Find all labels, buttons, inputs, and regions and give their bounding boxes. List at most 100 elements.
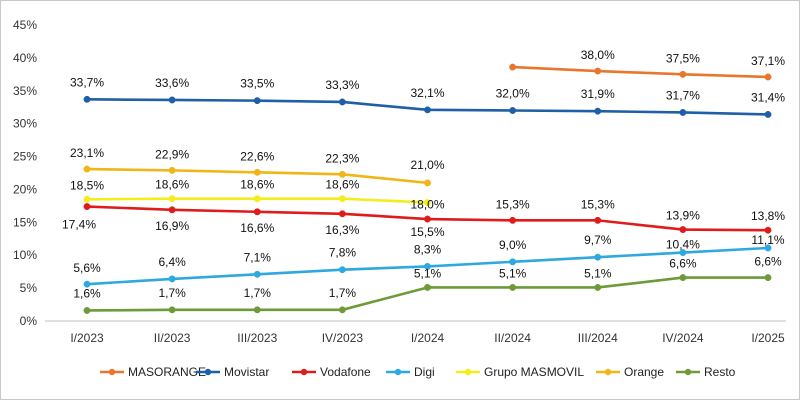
x-tick-label: IV/2023 <box>322 331 364 345</box>
data-point-resto <box>594 284 602 291</box>
x-tick-label: II/2023 <box>154 331 191 345</box>
legend-swatch-marker <box>204 368 212 376</box>
x-axis-ticks: I/2023 II/2023 III/2023 IV/2023 I/2024 II/202… <box>70 331 785 345</box>
data-point-movistar <box>338 98 346 106</box>
x-tick-label: I/2025 <box>751 331 785 345</box>
y-tick-label: 40% <box>13 51 37 65</box>
legend-label: Grupo MASMOVIL <box>484 365 584 379</box>
data-label-vodafone: 16,9% <box>155 219 189 233</box>
data-label-resto: 5,1% <box>584 266 612 280</box>
y-tick-label: 15% <box>13 215 37 229</box>
data-label-orange: 21,0% <box>410 158 444 172</box>
data-point-masorange <box>679 70 687 78</box>
y-tick-label: 20% <box>13 182 37 196</box>
series-grupo-masmovil <box>83 195 431 207</box>
data-label-digi: 6,4% <box>158 255 186 269</box>
data-label-vodafone: 13,9% <box>666 209 700 223</box>
y-tick-label: 10% <box>13 248 37 262</box>
legend-item-masorange: MASORANGE <box>100 365 206 379</box>
legend-item-orange: Orange <box>596 365 664 379</box>
data-point-vodafone <box>168 206 176 214</box>
data-label-masorange: 37,1% <box>751 54 785 68</box>
data-label-movistar: 31,9% <box>581 87 615 101</box>
legend: MASORANGE Movistar Vodafone Digi Grupo MASMO… <box>100 365 736 379</box>
x-tick-label: III/2024 <box>578 331 618 345</box>
data-point-vodafone <box>679 226 687 234</box>
data-label-resto: 6,6% <box>754 255 782 269</box>
x-tick-label: I/2024 <box>411 331 445 345</box>
data-point-resto <box>764 274 772 282</box>
series-orange <box>83 165 431 187</box>
data-label-movistar: 32,0% <box>496 87 530 101</box>
legend-label: Resto <box>704 365 736 379</box>
data-label-grupo-masmovil: 18,0% <box>410 198 444 212</box>
y-axis-ticks: 0% 5% 10% 15% 20% 25% 30% 35% 40% 45% <box>13 18 37 328</box>
data-label-movistar: 33,5% <box>240 77 274 91</box>
y-tick-label: 5% <box>20 281 38 295</box>
series-masorange <box>509 63 772 81</box>
data-label-vodafone: 15,3% <box>496 197 530 211</box>
y-tick-label: 25% <box>13 150 37 164</box>
legend-item-movistar: Movistar <box>196 365 269 379</box>
legend-label: Digi <box>414 365 435 379</box>
data-label-grupo-masmovil: 18,6% <box>240 178 274 192</box>
data-label-resto: 5,1% <box>499 266 527 280</box>
data-label-resto: 1,7% <box>329 286 357 300</box>
data-label-vodafone: 15,5% <box>410 225 444 239</box>
data-point-vodafone <box>509 216 517 224</box>
series-layer <box>83 63 772 314</box>
data-point-resto <box>424 284 431 291</box>
data-label-movistar: 33,6% <box>155 76 189 90</box>
data-point-vodafone <box>424 215 431 223</box>
data-point-movistar <box>83 95 91 103</box>
data-label-movistar: 33,7% <box>70 75 104 89</box>
legend-label: Movistar <box>224 365 269 379</box>
data-point-digi <box>594 253 602 261</box>
data-point-digi <box>338 266 346 274</box>
data-point-movistar <box>424 106 431 114</box>
legend-swatch-marker <box>464 368 472 376</box>
series-movistar <box>83 95 772 118</box>
data-point-digi <box>168 275 176 283</box>
data-label-digi: 9,7% <box>584 233 612 247</box>
y-tick-label: 35% <box>13 84 37 98</box>
data-label-resto: 6,6% <box>669 257 697 271</box>
data-label-orange: 23,1% <box>70 146 104 160</box>
series-digi <box>83 244 772 288</box>
data-label-vodafone: 16,6% <box>240 221 274 235</box>
data-point-resto <box>679 274 687 282</box>
data-label-digi: 8,3% <box>414 242 442 256</box>
data-point-movistar <box>594 107 602 115</box>
data-point-movistar <box>679 109 687 116</box>
data-label-masorange: 37,5% <box>666 51 700 65</box>
data-point-orange <box>253 168 261 176</box>
data-point-vodafone <box>594 216 602 224</box>
data-point-vodafone <box>83 203 91 210</box>
series-line-masorange <box>511 65 770 79</box>
data-label-digi: 11,1% <box>751 233 784 247</box>
legend-label: Orange <box>624 365 664 379</box>
data-label-vodafone: 16,3% <box>325 223 359 237</box>
x-tick-label: II/2024 <box>494 331 531 345</box>
legend-item-digi: Digi <box>386 365 435 379</box>
data-label-resto: 5,1% <box>414 266 442 280</box>
data-point-digi <box>509 258 517 266</box>
data-point-movistar <box>509 107 517 114</box>
data-point-vodafone <box>338 210 346 218</box>
data-label-movistar: 32,1% <box>410 86 444 100</box>
data-point-orange <box>168 166 176 174</box>
legend-item-grupo-masmovil: Grupo MASMOVIL <box>456 365 584 379</box>
data-point-grupo-masmovil <box>424 199 431 207</box>
y-tick-label: 45% <box>13 18 37 32</box>
data-label-resto: 1,6% <box>73 286 101 300</box>
data-point-orange <box>83 165 91 173</box>
data-point-movistar <box>764 111 772 118</box>
data-point-digi <box>253 270 261 278</box>
data-label-grupo-masmovil: 18,5% <box>70 178 104 192</box>
legend-swatch-marker <box>108 368 116 376</box>
legend-item-vodafone: Vodafone <box>292 365 371 379</box>
x-tick-label: IV/2024 <box>662 331 704 345</box>
data-label-vodafone: 13,8% <box>751 209 785 223</box>
data-label-movistar: 31,7% <box>666 88 700 102</box>
data-label-digi: 7,1% <box>244 250 272 264</box>
